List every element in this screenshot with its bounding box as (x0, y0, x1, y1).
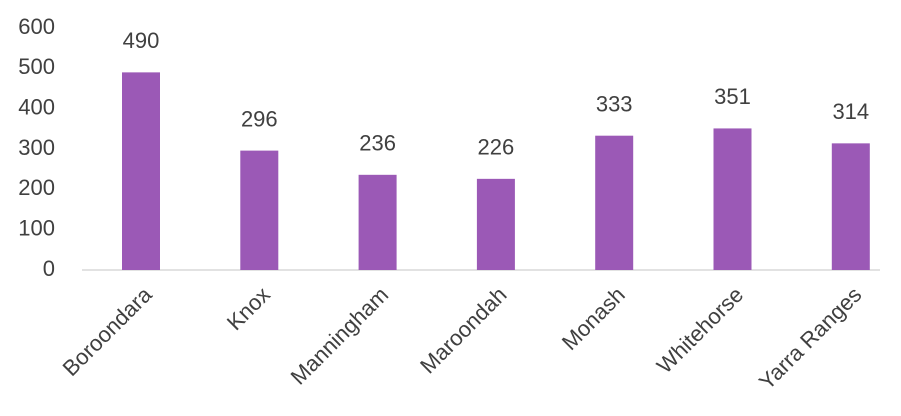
bar (713, 128, 752, 270)
data-label: 351 (714, 84, 751, 109)
bar (476, 178, 515, 270)
data-label: 226 (478, 135, 515, 160)
y-tick-label: 200 (18, 175, 55, 200)
bar (122, 72, 160, 270)
x-tick-label: Knox (222, 282, 275, 335)
bar (595, 135, 634, 270)
data-label: 333 (596, 92, 633, 117)
y-tick-label: 300 (18, 135, 55, 160)
bar (240, 150, 279, 270)
y-tick-label: 600 (18, 14, 55, 39)
bar (831, 143, 870, 270)
x-tick-label: Maroondah (415, 282, 511, 378)
data-label: 314 (832, 99, 869, 124)
y-tick-label: 0 (43, 256, 55, 281)
x-tick-label: Boroondara (58, 281, 158, 381)
data-label: 296 (241, 106, 278, 131)
x-tick-label: Whitehorse (652, 282, 748, 378)
x-tick-label: Manningham (286, 282, 394, 390)
data-label: 490 (123, 28, 160, 53)
y-tick-label: 400 (18, 94, 55, 119)
data-label: 236 (359, 131, 396, 156)
y-tick-label: 500 (18, 54, 55, 79)
x-tick-label: Monash (557, 282, 630, 355)
x-tick-label: Yarra Ranges (754, 282, 867, 395)
y-tick-label: 100 (18, 215, 55, 240)
bar (358, 174, 397, 270)
